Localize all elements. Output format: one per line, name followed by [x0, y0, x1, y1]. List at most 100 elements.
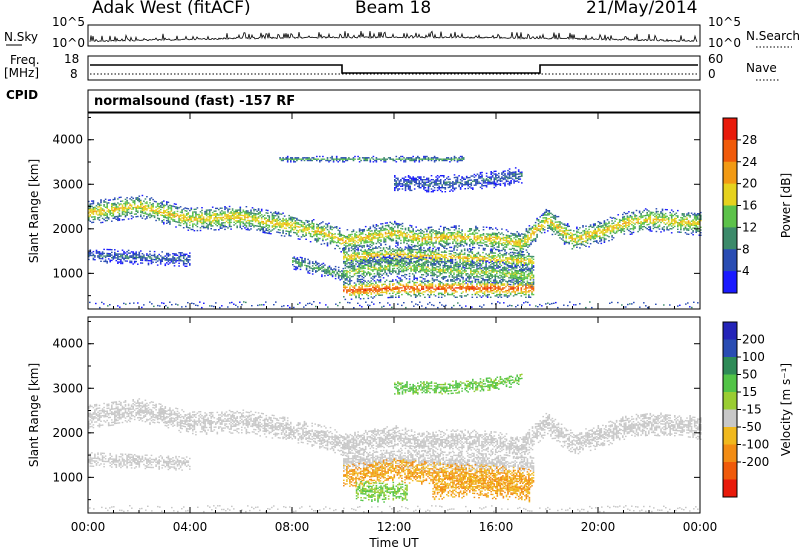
range-cell	[364, 267, 366, 269]
range-cell	[496, 233, 499, 235]
range-cell	[585, 236, 587, 238]
range-cell	[523, 256, 526, 259]
range-cell	[112, 215, 115, 217]
range-cell	[340, 235, 342, 237]
range-cell	[172, 214, 174, 217]
freq-unit-label: [MHz]	[4, 66, 40, 80]
range-cell	[355, 270, 357, 272]
range-cell	[98, 253, 101, 256]
range-cell	[453, 254, 455, 256]
range-cell	[331, 275, 334, 278]
range-cell	[355, 272, 357, 275]
range-cell	[94, 210, 96, 213]
range-cell	[666, 229, 668, 231]
range-cell	[482, 229, 485, 231]
range-cell	[366, 251, 368, 254]
range-cell	[355, 244, 358, 247]
range-cell	[358, 272, 360, 274]
range-cell	[667, 217, 670, 219]
range-cell	[337, 237, 339, 239]
range-cell	[464, 241, 466, 243]
range-cell	[262, 226, 264, 228]
range-cell	[364, 250, 366, 252]
range-cell	[140, 201, 142, 203]
range-cell	[592, 236, 595, 239]
range-cell	[141, 194, 144, 197]
range-cell	[611, 229, 613, 231]
range-cell	[553, 217, 555, 219]
range-cell	[319, 267, 322, 269]
range-cell	[644, 218, 647, 221]
range-cell	[478, 236, 480, 239]
range-cell	[133, 252, 136, 255]
range-cell	[366, 236, 369, 238]
range-cell	[132, 252, 134, 254]
range-cell	[670, 232, 673, 234]
range-cell	[175, 221, 177, 223]
range-cell	[586, 242, 589, 244]
range-cell	[547, 230, 549, 232]
range-cell	[513, 242, 515, 244]
range-cell	[603, 237, 606, 239]
range-cell	[440, 254, 443, 256]
range-cell	[311, 273, 314, 275]
range-cell	[88, 204, 90, 207]
range-cell	[493, 234, 496, 236]
range-cell	[187, 256, 190, 258]
range-cell	[276, 220, 278, 223]
range-cell	[369, 274, 371, 277]
range-cell	[211, 211, 214, 214]
range-cell	[373, 260, 376, 263]
range-cell	[317, 237, 320, 239]
range-cell	[337, 238, 339, 241]
range-cell	[166, 202, 168, 204]
range-cell	[700, 232, 702, 234]
range-cell	[124, 201, 127, 203]
range-cell	[137, 211, 139, 214]
range-cell	[460, 250, 463, 253]
range-cell	[301, 263, 303, 266]
range-cell	[268, 219, 271, 221]
range-cell	[408, 251, 411, 253]
range-cell	[577, 228, 580, 231]
range-cell	[378, 242, 381, 244]
range-cell	[458, 230, 460, 232]
range-cell	[254, 218, 257, 220]
range-cell	[491, 249, 493, 251]
range-cell	[638, 211, 641, 214]
range-cell	[182, 260, 185, 262]
range-cell	[346, 245, 349, 247]
range-cell	[253, 210, 255, 212]
range-cell	[387, 229, 390, 232]
range-cell	[667, 218, 670, 220]
range-cell	[622, 225, 624, 228]
range-cell	[419, 250, 422, 252]
range-cell	[469, 233, 471, 235]
range-cell	[692, 234, 694, 236]
range-cell	[566, 223, 569, 225]
range-cell	[534, 239, 537, 241]
range-cell	[150, 210, 153, 212]
range-cell	[465, 265, 467, 268]
range-cell	[159, 211, 162, 213]
range-cell	[594, 237, 596, 240]
range-cell	[420, 244, 422, 247]
range-cell	[425, 260, 428, 262]
range-cell	[358, 231, 361, 233]
range-cell	[219, 214, 222, 216]
range-cell	[646, 214, 648, 216]
range-cell	[325, 271, 328, 273]
range-cell	[681, 223, 684, 226]
range-cell	[375, 254, 377, 256]
range-cell	[517, 232, 520, 235]
range-cell	[478, 242, 480, 244]
range-cell	[164, 211, 167, 213]
range-cell	[396, 252, 399, 254]
range-cell	[312, 223, 315, 225]
range-cell	[398, 253, 400, 255]
range-cell	[293, 268, 296, 270]
range-cell	[413, 234, 416, 236]
range-cell	[152, 254, 154, 257]
freq-tick-top: 18	[64, 52, 80, 66]
range-cell	[554, 216, 557, 218]
